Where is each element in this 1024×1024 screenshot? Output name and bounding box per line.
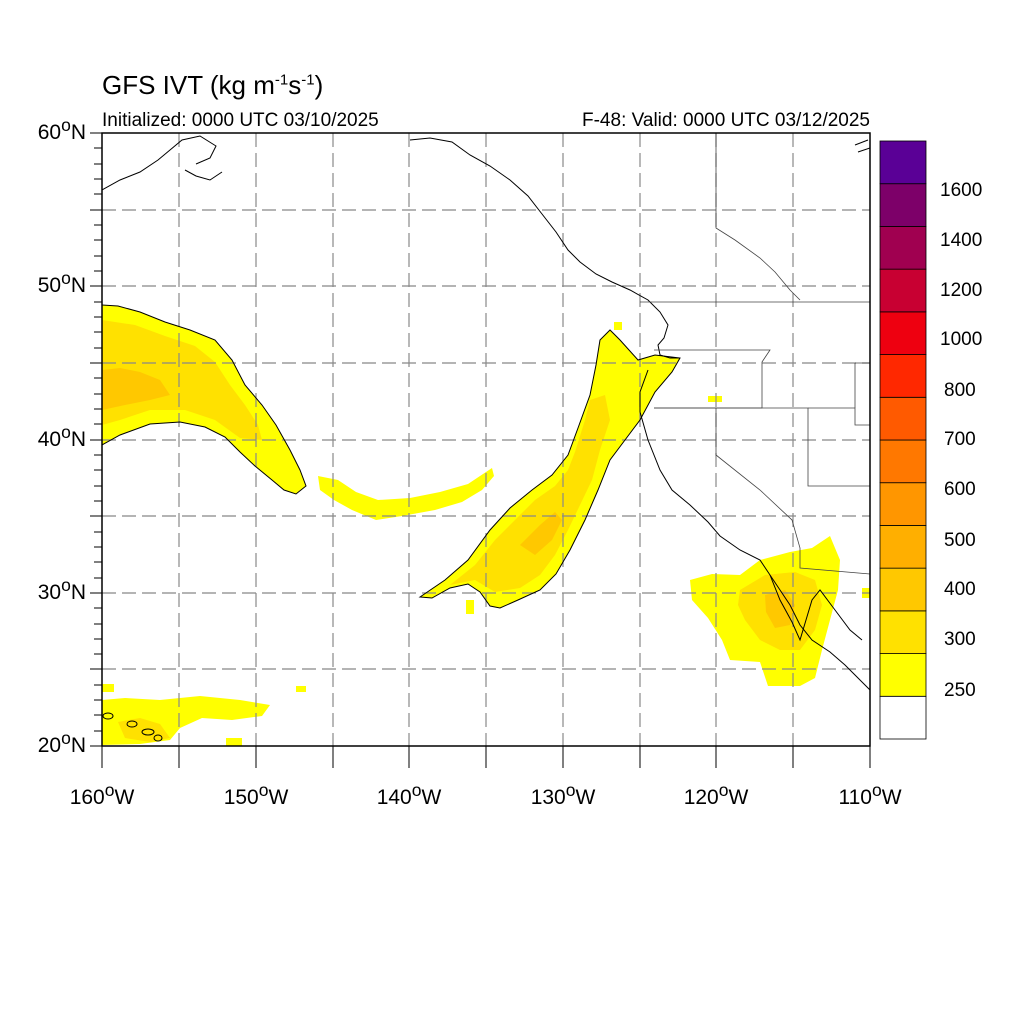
- colorbar-box: [879, 396, 927, 441]
- lon-label-110w: 110oW: [838, 780, 902, 809]
- colorbar-box: [879, 567, 927, 612]
- colorbar-box: [879, 311, 927, 355]
- colorbar-box: [879, 268, 927, 313]
- colorbar-label: 300: [944, 629, 976, 650]
- lon-label-160w: 160oW: [69, 780, 135, 809]
- colorbar-box: [879, 226, 927, 270]
- colorbar-box: [879, 695, 927, 740]
- colorbar-label: 1000: [940, 329, 983, 350]
- ivt-southwest-blob-max: [765, 590, 795, 628]
- lat-label-20n: 20oN: [37, 728, 86, 757]
- colorbar-label: 700: [944, 429, 976, 450]
- colorbar-label: 1200: [940, 280, 983, 301]
- colorbar-box: [879, 482, 927, 526]
- ivt-speck: [296, 686, 306, 692]
- ivt-filament: [318, 468, 494, 520]
- ivt-speck: [708, 396, 722, 402]
- map-area: [102, 133, 870, 746]
- lon-label-150w: 150oW: [223, 780, 289, 809]
- ivt-speck: [614, 322, 622, 330]
- colorbar-label: 400: [944, 579, 976, 600]
- hawaii-islands: [102, 712, 163, 742]
- ivt-atmospheric-river-max: [520, 512, 562, 555]
- lat-label-30n: 30oN: [37, 575, 86, 604]
- initialized-time: Initialized: 0000 UTC 03/10/2025: [102, 110, 379, 131]
- map-title: GFS IVT (kg m-1s-1): [102, 70, 324, 100]
- colorbar-label: 250: [944, 680, 976, 701]
- ivt-plume-northwest-core: [102, 320, 262, 440]
- lon-ticks: [101, 746, 871, 768]
- lat-label-60n: 60oN: [37, 115, 86, 144]
- colorbar-box: [879, 140, 927, 185]
- colorbar-box: [879, 525, 927, 569]
- colorbar-label: 500: [944, 530, 976, 551]
- lat-label-50n: 50oN: [37, 268, 86, 297]
- graticule: [102, 133, 870, 746]
- lat-label-40n: 40oN: [37, 422, 86, 451]
- lon-label-120w: 120oW: [683, 780, 749, 809]
- ivt-speck: [102, 684, 114, 692]
- colorbar-box: [879, 354, 927, 398]
- political-borders: [640, 133, 870, 575]
- colorbar-label: 600: [944, 479, 976, 500]
- lon-label-140w: 140oW: [376, 780, 442, 809]
- colorbar-box: [879, 439, 927, 484]
- lat-ticks: [90, 132, 102, 747]
- valid-time: F-48: Valid: 0000 UTC 03/12/2025: [582, 110, 870, 131]
- colorbar-label: 800: [944, 380, 976, 401]
- colorbar-box: [879, 610, 927, 654]
- coastlines: [102, 135, 870, 691]
- ivt-contours: [102, 304, 681, 609]
- ivt-atmospheric-river: [420, 330, 680, 608]
- ivt-speck: [226, 738, 242, 746]
- lon-label-130w: 130oW: [530, 780, 596, 809]
- colorbar-label: 1400: [940, 230, 983, 251]
- colorbar: [879, 140, 927, 740]
- colorbar-label: 1600: [940, 180, 983, 201]
- ivt-plume-northwest-max: [102, 368, 170, 410]
- ivt-atmospheric-river-core: [450, 395, 610, 592]
- colorbar-box: [879, 653, 927, 697]
- ivt-speck: [466, 600, 474, 614]
- colorbar-box: [879, 183, 927, 227]
